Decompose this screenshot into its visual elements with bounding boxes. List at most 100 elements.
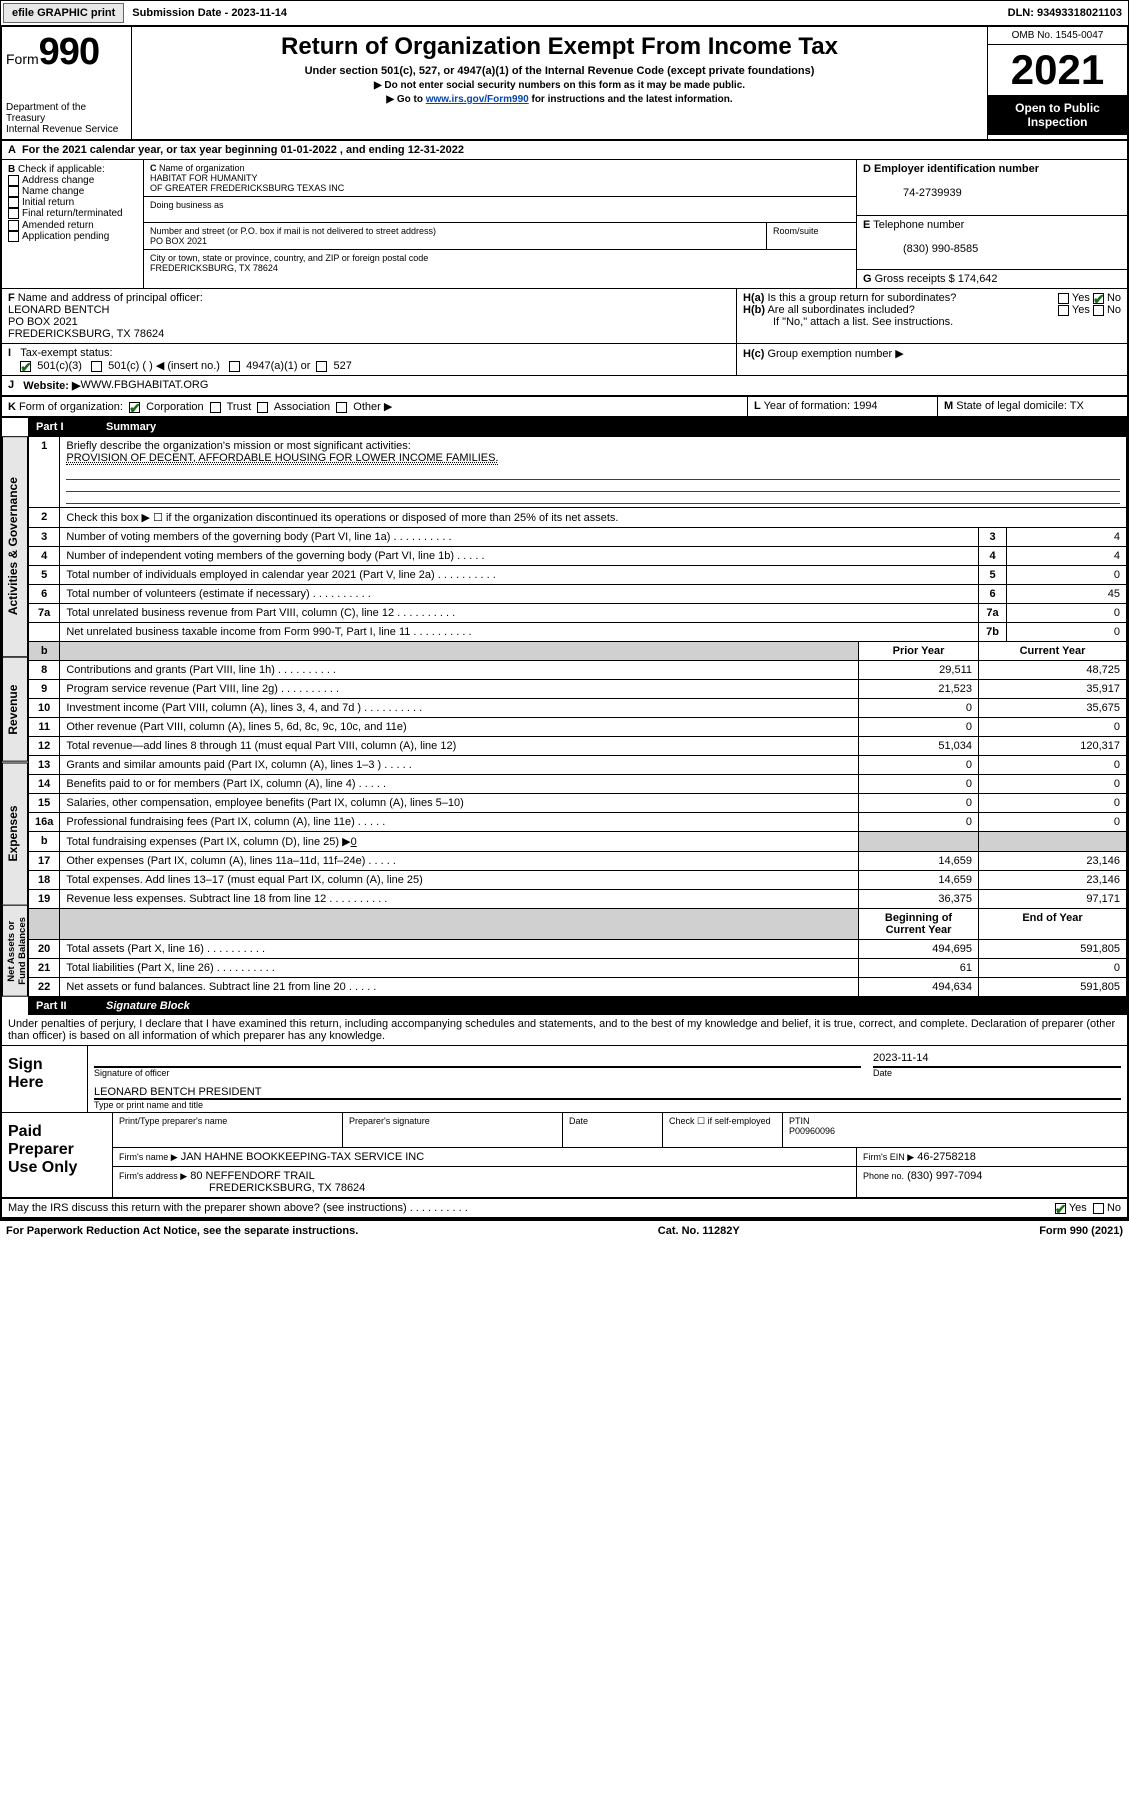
org-name-2: OF GREATER FREDERICKSBURG TEXAS INC: [150, 183, 344, 193]
opt-address-change: Address change: [22, 175, 94, 186]
preparer-date-hdr: Date: [563, 1113, 663, 1147]
check-name-change[interactable]: [8, 186, 19, 197]
hb-no[interactable]: [1093, 305, 1104, 316]
telephone: (830) 990-8585: [863, 243, 978, 255]
check-assoc[interactable]: [257, 402, 268, 413]
c12: 120,317: [979, 737, 1127, 756]
sig-date: 2023-11-14: [873, 1048, 1121, 1068]
check-trust[interactable]: [210, 402, 221, 413]
irs-label: Internal Revenue Service: [6, 124, 127, 135]
submission-date: Submission Date - 2023-11-14: [126, 4, 293, 22]
opt-app-pending: Application pending: [22, 231, 109, 242]
check-527[interactable]: [316, 361, 327, 372]
eoy-hdr: End of Year: [979, 909, 1127, 940]
check-initial-return[interactable]: [8, 197, 19, 208]
c17: 23,146: [979, 852, 1127, 871]
gross-receipts: 174,642: [958, 273, 998, 285]
c-name-label: Name of organization: [159, 163, 245, 173]
c21: 0: [979, 959, 1127, 978]
check-corp[interactable]: [129, 402, 140, 413]
klm-block: K Form of organization: Corporation Trus…: [0, 397, 1129, 418]
line19: Revenue less expenses. Subtract line 18 …: [66, 893, 387, 905]
discuss-yes-label: Yes: [1069, 1202, 1087, 1214]
sign-here-label: Sign Here: [2, 1046, 87, 1112]
c18: 23,146: [979, 871, 1127, 890]
footer-right: Form 990 (2021): [1039, 1225, 1123, 1237]
form-title: Return of Organization Exempt From Incom…: [142, 33, 977, 61]
footer-right-pre: Form: [1039, 1225, 1070, 1237]
line2: Check this box ▶ ☐ if the organization d…: [60, 508, 1127, 528]
efile-print-button[interactable]: efile GRAPHIC print: [3, 3, 124, 23]
section-k: K Form of organization: Corporation Trus…: [2, 397, 747, 416]
check-4947[interactable]: [229, 361, 240, 372]
ein: 74-2739939: [863, 187, 962, 199]
i-block: I Tax-exempt status: 501(c)(3) 501(c) ( …: [0, 343, 1129, 375]
hb-yes[interactable]: [1058, 305, 1069, 316]
opt-corp: Corporation: [146, 401, 203, 413]
check-address-change[interactable]: [8, 175, 19, 186]
org-address: PO BOX 2021: [150, 236, 207, 246]
opt-name-change: Name change: [22, 186, 84, 197]
check-app-pending[interactable]: [8, 231, 19, 242]
line7b: Net unrelated business taxable income fr…: [66, 626, 471, 638]
line16a: Professional fundraising fees (Part IX, …: [66, 816, 385, 828]
officer-city: FREDERICKSBURG, TX 78624: [8, 328, 164, 340]
section-l: L Year of formation: 1994: [747, 397, 937, 416]
ha-no[interactable]: [1093, 293, 1104, 304]
yes-label: Yes: [1072, 292, 1090, 304]
part1-label: Part I: [36, 421, 106, 433]
vtab-revenue: Revenue: [2, 657, 28, 762]
summary-table: 1 Briefly describe the organization's mi…: [28, 436, 1127, 997]
part2-bar: Part II Signature Block: [28, 997, 1127, 1015]
part2-bar-row: Part II Signature Block: [0, 997, 1129, 1015]
line16b-pre: Total fundraising expenses (Part IX, col…: [66, 836, 350, 848]
discuss-no-label: No: [1107, 1202, 1121, 1214]
sig-date-label: Date: [873, 1068, 1121, 1078]
p8: 29,511: [859, 661, 979, 680]
line10: Investment income (Part VIII, column (A)…: [66, 702, 422, 714]
dept-treasury: Department of the Treasury: [6, 102, 127, 124]
discuss-no[interactable]: [1093, 1203, 1104, 1214]
k-label: Form of organization:: [19, 401, 123, 413]
paid-preparer-label: Paid Preparer Use Only: [2, 1113, 112, 1197]
check-amended[interactable]: [8, 220, 19, 231]
room-label: Room/suite: [766, 223, 856, 249]
preparer-sig-hdr: Preparer's signature: [343, 1113, 563, 1147]
check-501c3[interactable]: [20, 361, 31, 372]
check-other[interactable]: [336, 402, 347, 413]
footer-right-bold: 990: [1070, 1225, 1088, 1237]
header-left: Form990 Department of the Treasury Inter…: [2, 27, 132, 139]
opt-trust: Trust: [227, 401, 252, 413]
line15: Salaries, other compensation, employee b…: [66, 797, 463, 809]
val7b: 0: [1007, 623, 1127, 642]
c11: 0: [979, 718, 1127, 737]
check-501c[interactable]: [91, 361, 102, 372]
section-f: F Name and address of principal officer:…: [2, 289, 737, 343]
discuss-yes[interactable]: [1055, 1203, 1066, 1214]
c10: 35,675: [979, 699, 1127, 718]
section-h: H(a) Is this a group return for subordin…: [737, 289, 1127, 343]
p13: 0: [859, 756, 979, 775]
hc-label: Group exemption number ▶: [767, 348, 903, 360]
opt-501c3: 501(c)(3): [37, 360, 82, 372]
line11: Other revenue (Part VIII, column (A), li…: [66, 721, 406, 733]
ha-yes[interactable]: [1058, 293, 1069, 304]
ptin: P00960096: [789, 1126, 835, 1136]
declaration: Under penalties of perjury, I declare th…: [0, 1015, 1129, 1045]
m-label: State of legal domicile:: [956, 400, 1067, 412]
c8: 48,725: [979, 661, 1127, 680]
check-final-return[interactable]: [8, 208, 19, 219]
sign-here-block: Sign Here Signature of officer 2023-11-1…: [0, 1045, 1129, 1113]
opt-initial-return: Initial return: [22, 197, 74, 208]
fh-block: F Name and address of principal officer:…: [0, 288, 1129, 343]
section-c: C Name of organization HABITAT FOR HUMAN…: [144, 160, 857, 288]
val5: 0: [1007, 566, 1127, 585]
c19: 97,171: [979, 890, 1127, 909]
yes-label2: Yes: [1072, 304, 1090, 316]
goto-line: ▶ Go to www.irs.gov/Form990 for instruct…: [142, 94, 977, 105]
form-number: Form990: [6, 31, 127, 74]
page-footer: For Paperwork Reduction Act Notice, see …: [0, 1219, 1129, 1241]
irs-link[interactable]: www.irs.gov/Form990: [426, 94, 529, 105]
vtab-netassets: Net Assets or Fund Balances: [2, 905, 28, 997]
no-label2: No: [1107, 304, 1121, 316]
